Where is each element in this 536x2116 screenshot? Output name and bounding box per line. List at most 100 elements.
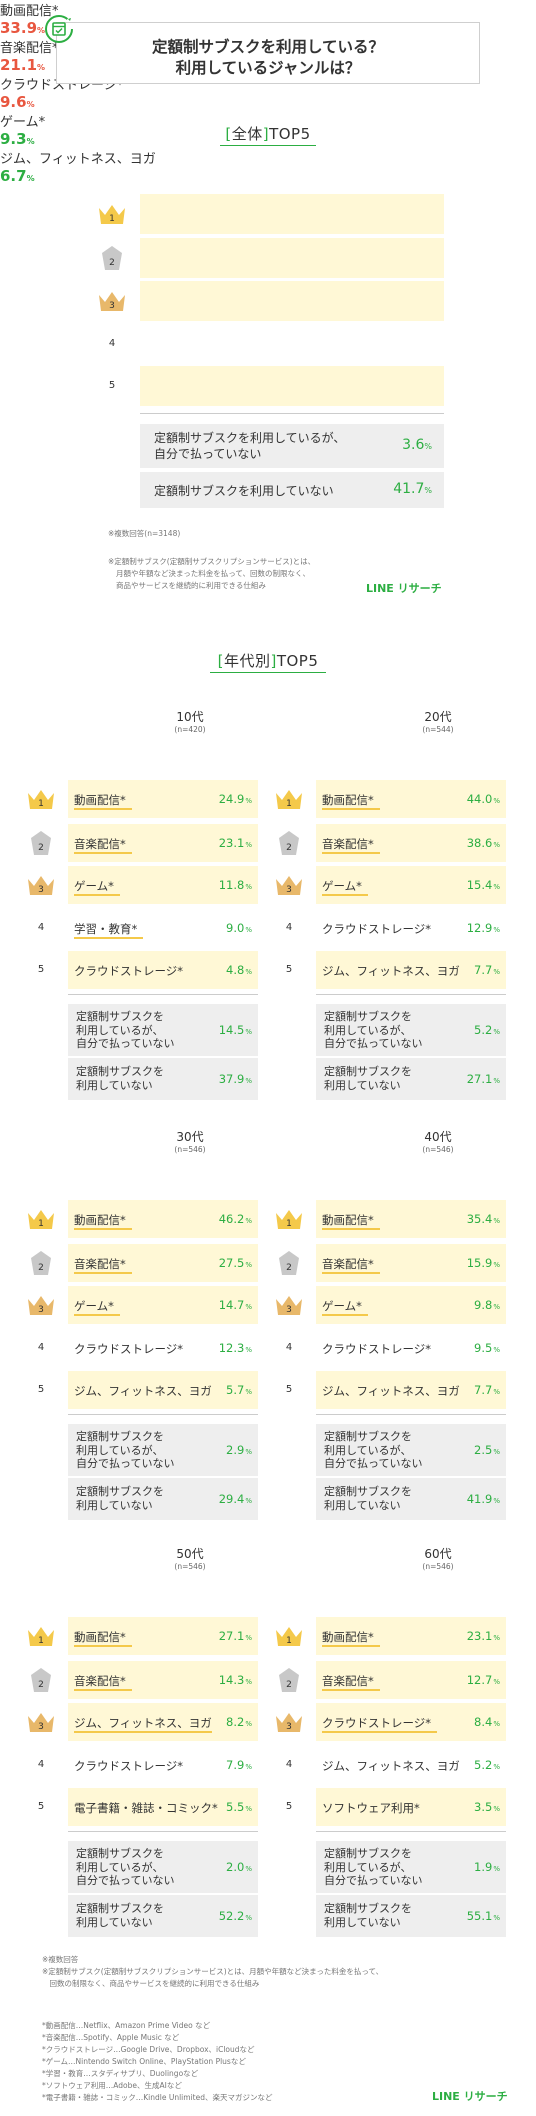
unit-label: % (493, 1217, 500, 1225)
rank-number: 3 (38, 885, 44, 895)
rank-label: 動画配信* (74, 793, 126, 807)
unit-label: % (245, 1388, 252, 1396)
rank-value-number: 9.5 (474, 1341, 493, 1355)
rank-value-number: 44.0 (466, 792, 493, 806)
other-value: 14.5% (188, 1023, 252, 1037)
unit-label: % (37, 63, 46, 72)
unit-label: % (245, 1028, 252, 1036)
rank-number: 1 (286, 799, 292, 809)
rank-value: 15.4% (438, 878, 500, 892)
unit-label: % (245, 1217, 252, 1225)
row-highlight (68, 1286, 258, 1324)
other-value-number: 2.5 (474, 1443, 493, 1457)
other-value-number: 2.0 (226, 1860, 245, 1874)
unit-label: % (424, 486, 432, 495)
age-other-box: 定額制サブスクを 利用しているが、 自分で払っていない 2.9% (68, 1424, 258, 1476)
unit-label: % (493, 1678, 500, 1686)
rank-number: 4 (285, 922, 293, 933)
rank-value: 14.3% (190, 1673, 252, 1687)
rank-label: 音楽配信* (322, 837, 374, 851)
age-other-box: 定額制サブスクを 利用しているが、 自分で払っていない 2.5% (316, 1424, 506, 1476)
age-n: (n=546) (174, 1562, 206, 1571)
footer-note-line: *ソフトウェア利用…Adobe、生成AIなど (42, 2081, 182, 2090)
rank-value-number: 12.3 (218, 1341, 245, 1355)
unit-label: % (245, 1497, 252, 1505)
row-highlight (140, 194, 444, 234)
row-highlight (140, 281, 444, 321)
rank-value: 9.6% (0, 93, 82, 111)
overall-title-suffix: TOP5 (269, 125, 311, 143)
row-highlight (316, 824, 506, 862)
other-value: 2.0% (188, 1860, 252, 1874)
row-highlight (316, 1200, 506, 1238)
rank-value-number: 5.2 (474, 1758, 493, 1772)
rank-number: 2 (38, 1680, 44, 1690)
overall-def-line3: 商品やサービスを継続的に利用できる仕組み (116, 581, 266, 590)
label-underline (322, 894, 368, 896)
rank-value: 8.4% (438, 1715, 500, 1729)
rank-value-number: 9.0 (226, 921, 245, 935)
other-value-number: 41.9 (466, 1492, 493, 1506)
rank-value: 35.4% (438, 1212, 500, 1226)
unit-label: % (37, 26, 46, 35)
divider (316, 1414, 506, 1415)
age-title: 20代 (424, 710, 452, 724)
rank-number: 5 (285, 1384, 293, 1395)
rank-value-number: 23.1 (218, 836, 245, 850)
label-underline (322, 1689, 380, 1691)
rank-number: 4 (37, 1342, 45, 1353)
label-underline (322, 1228, 380, 1230)
label-underline (74, 808, 132, 810)
rank-label: ジム、フィットネス、ヨガ (322, 964, 460, 978)
label-underline (322, 1314, 368, 1316)
label-underline (74, 1314, 120, 1316)
label-underline (74, 937, 143, 939)
overall-other-box: 定額制サブスクを利用していない 41.7% (140, 472, 444, 508)
rank-value-number: 24.9 (218, 792, 245, 806)
age-title: 50代 (176, 1547, 204, 1561)
rank-value: 9.5% (438, 1341, 500, 1355)
rank-label: クラウドストレージ* (322, 1342, 432, 1356)
rank-number: 2 (109, 258, 115, 268)
footer-note-line: ※複数回答 (42, 1955, 79, 1964)
other-label: 定額制サブスクを利用しているが、 自分で払っていない (154, 431, 346, 461)
age-other-box: 定額制サブスクを 利用しているが、 自分で払っていない 14.5% (68, 1004, 258, 1056)
rank-label: 動画配信* (322, 1213, 374, 1227)
other-value-number: 27.1 (466, 1072, 493, 1086)
label-underline (74, 1731, 212, 1733)
rank-number: 1 (109, 214, 115, 224)
overall-rank-row (0, 194, 536, 234)
rank-number: 2 (38, 843, 44, 853)
row-highlight (140, 366, 444, 406)
unit-label: % (245, 797, 252, 805)
rank-label: 動画配信* (0, 4, 59, 19)
rank-value-number: 23.1 (466, 1629, 493, 1643)
silver-medal-icon: 2 (29, 1250, 53, 1276)
gold-crown-icon: 1 (274, 1207, 304, 1231)
divider (316, 1831, 506, 1832)
other-value: 2.9% (188, 1443, 252, 1457)
rank-value-number: 15.9 (466, 1256, 493, 1270)
rank-number: 5 (108, 380, 116, 391)
rank-value: 5.5% (190, 1800, 252, 1814)
label-underline (322, 808, 380, 810)
unit-label: % (493, 1805, 500, 1813)
age-title-suffix: TOP5 (276, 652, 319, 670)
row-highlight (316, 1244, 506, 1282)
rank-number: 5 (37, 964, 45, 975)
rank-number: 2 (286, 1263, 292, 1273)
other-value: 41.7% (336, 481, 432, 497)
other-label: 定額制サブスクを 利用していない (324, 1065, 412, 1092)
other-value: 41.9% (436, 1492, 500, 1506)
unit-label: % (245, 1346, 252, 1354)
bronze-crown-icon: 3 (274, 873, 304, 897)
rank-label: 動画配信* (74, 1213, 126, 1227)
other-value-number: 55.1 (466, 1909, 493, 1923)
gold-crown-icon: 1 (97, 202, 127, 226)
overall-def-line1: ※定額制サブスク(定額制サブスクリプションサービス)とは、 (108, 557, 316, 566)
unit-label: % (245, 1678, 252, 1686)
rank-label: ゲーム* (74, 1299, 114, 1313)
rank-number: 1 (286, 1636, 292, 1646)
silver-medal-icon: 2 (29, 1667, 53, 1693)
